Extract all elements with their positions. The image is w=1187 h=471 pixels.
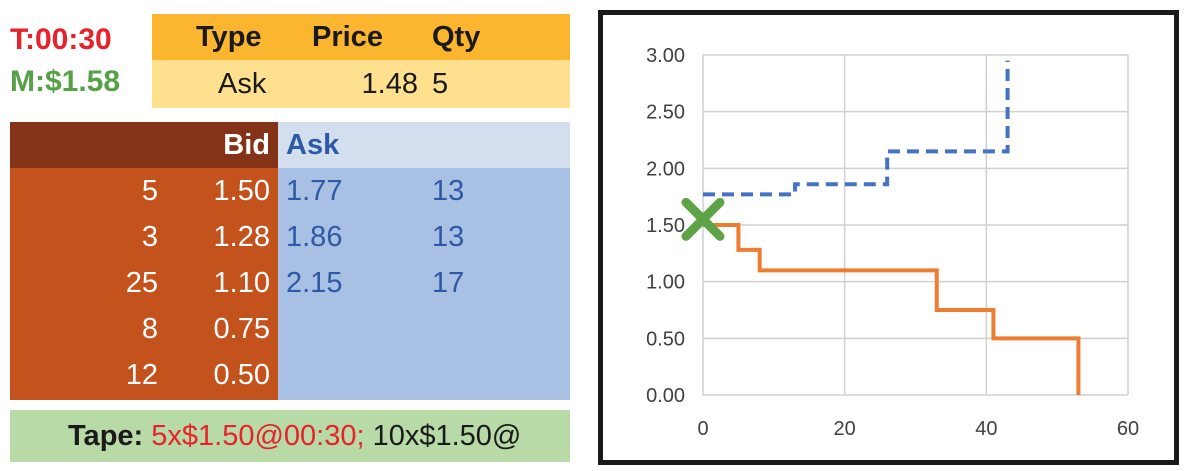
bid-header-label: Bid [223,129,270,161]
order-header-row: Type Price Qty [152,14,570,60]
bid-qty: 3 [141,221,158,253]
step-chart: 0.00 0.50 1.00 1.50 2.00 2.50 3.00 0 20 40 60 [646,45,1139,440]
ask-header: Ask [278,122,570,168]
y-axis-ticks: 0.00 0.50 1.00 1.50 2.00 2.50 3.00 [646,45,685,407]
ask-row: 1.77 13 [278,168,570,214]
ask-qty: 17 [432,267,465,299]
tape-bar: Tape: 5x$1.50@00:30; 10x$1.50@ [10,410,570,462]
bid-qty: 12 [125,359,158,391]
ask-qty: 13 [432,175,465,207]
order-price-header: Price [312,21,383,53]
order-price-value: 1.48 [361,68,418,100]
y-tick-label: 0.00 [646,385,685,407]
x-tick-label: 60 [1117,418,1139,440]
tape-entry: 10x$1.50@ [372,420,522,452]
ask-price: 1.86 [286,221,343,253]
x-axis-ticks: 0 20 40 60 [697,418,1139,440]
ask-price: 1.77 [286,175,343,207]
timer-text: T:00:30 [10,23,112,56]
bid-price: 1.10 [213,267,270,299]
y-tick-label: 3.00 [646,45,685,67]
order-type-value: Ask [218,68,267,100]
order-qty-value: 5 [432,68,449,100]
bid-price: 1.28 [213,221,270,253]
bid-row: 12 0.50 [10,352,278,398]
bid-price: 0.75 [213,313,270,345]
ask-header-label: Ask [286,129,340,161]
tape-line: Tape: 5x$1.50@00:30; 10x$1.50@ [68,410,521,462]
bid-qty: 5 [141,175,158,207]
bid-row: 8 0.75 [10,306,278,352]
y-tick-label: 1.50 [646,215,685,237]
ask-row: 2.15 17 [278,260,570,306]
bid-row: 5 1.50 [10,168,278,214]
bid-header: Bid [10,122,278,168]
bid-row: 3 1.28 [10,214,278,260]
bid-qty: 8 [141,313,158,345]
bid-qty: 25 [125,267,158,299]
x-tick-label: 40 [975,418,997,440]
ask-row: 1.86 13 [278,214,570,260]
chart-series [703,60,1081,395]
order-type-header: Type [196,21,262,53]
marker-stroke [681,197,725,241]
ask-list: 1.77 13 1.86 13 2.15 17 [278,168,570,400]
ask-step-line [703,60,1010,197]
y-tick-label: 2.00 [646,158,685,180]
tape-label: Tape: [68,420,144,452]
bid-row: 25 1.10 [10,260,278,306]
y-tick-label: 0.50 [646,328,685,350]
x-tick-label: 20 [834,418,856,440]
tape-entry: 5x$1.50@00:30; [151,420,365,452]
ask-price: 2.15 [286,267,343,299]
bid-price: 1.50 [213,175,270,207]
chart-grid [702,54,1129,396]
order-row: Ask 1.48 5 [152,60,570,108]
chart-frame: 0.00 0.50 1.00 1.50 2.00 2.50 3.00 0 20 40 60 [598,10,1179,465]
x-tick-label: 0 [697,418,708,440]
bid-list: 5 1.50 3 1.28 25 1.10 8 0.75 12 0.50 [10,168,278,400]
bid-price: 0.50 [213,359,270,391]
bid-step-line [703,223,1081,395]
order-qty-header: Qty [432,21,481,53]
trade-marker [681,197,725,241]
y-tick-label: 1.00 [646,272,685,294]
ask-qty: 13 [432,221,465,253]
market-price-text: M:$1.58 [10,65,121,98]
y-tick-label: 2.50 [646,102,685,124]
